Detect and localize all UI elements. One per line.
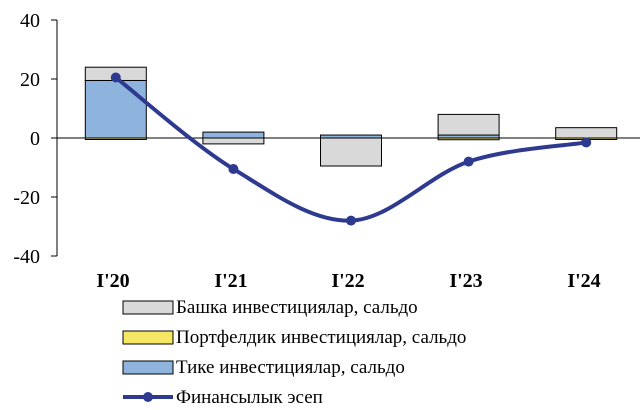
bar-portfolio-investment xyxy=(437,137,500,141)
bar-other-investment xyxy=(202,137,265,145)
bar-portfolio-investment xyxy=(84,137,147,140)
legend-swatch-portfolio-investment xyxy=(122,330,174,345)
line-point xyxy=(463,156,474,167)
x-tick-label: I'20 xyxy=(96,270,129,292)
y-tick-label: -20 xyxy=(13,187,40,209)
x-tick-label: I'21 xyxy=(214,270,247,292)
line-point xyxy=(581,137,592,148)
y-tick-label: -40 xyxy=(13,246,40,268)
legend: Башка инвестициялар, сальдо Портфелдик и… xyxy=(122,297,466,408)
legend-label-other-investment: Башка инвестициялар, сальдо xyxy=(176,297,418,318)
x-tick-label: I'22 xyxy=(331,270,364,292)
legend-swatch-other-investment xyxy=(122,300,174,315)
bars-group xyxy=(84,66,618,167)
legend-label-financial-account: Финансылык эсеп xyxy=(176,387,323,408)
y-tick-label: 0 xyxy=(30,128,40,150)
line-point xyxy=(346,215,356,226)
legend-label-portfolio-investment: Портфелдик инвестициялар, сальдо xyxy=(176,327,466,348)
bar-other-investment xyxy=(320,137,382,167)
line-point xyxy=(110,72,121,83)
bar-direct-investment xyxy=(84,79,147,139)
line-points-group xyxy=(110,72,592,226)
x-tick-label: I'24 xyxy=(567,270,600,292)
legend-marker-financial-account xyxy=(143,392,153,402)
x-tick-label: I'23 xyxy=(449,270,482,292)
bar-other-investment xyxy=(437,113,500,136)
line-point xyxy=(228,163,239,174)
legend-label-direct-investment: Тике инвестициялар, сальдо xyxy=(176,357,405,378)
y-tick-label: 40 xyxy=(20,10,40,32)
bar-direct-investment xyxy=(202,131,265,139)
legend-swatch-direct-investment xyxy=(122,360,174,375)
bar-other-investment xyxy=(555,127,618,139)
y-tick-label: 20 xyxy=(20,69,40,91)
